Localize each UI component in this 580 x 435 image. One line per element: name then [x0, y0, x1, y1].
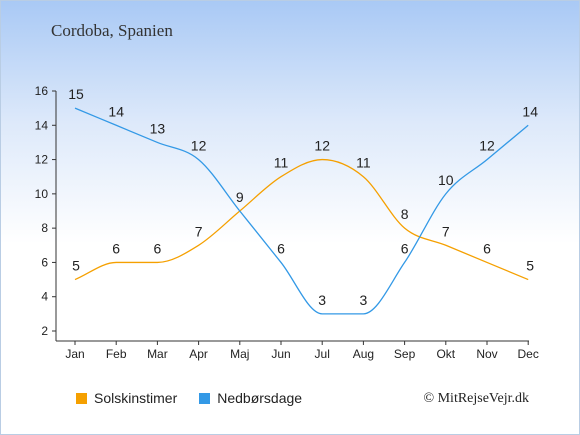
y-tick-label: 2 [41, 324, 48, 338]
data-label-sun: 8 [401, 206, 409, 222]
y-tick-label: 4 [41, 290, 48, 304]
x-tick-label: Nov [476, 347, 497, 361]
data-label-rain: 15 [68, 86, 84, 102]
data-label-sun: 6 [483, 240, 491, 256]
x-tick-label: Dec [518, 347, 539, 361]
legend: Solskinstimer Nedbørsdage [76, 390, 302, 406]
x-tick-label: Feb [106, 347, 127, 361]
y-tick-label: 16 [35, 84, 49, 98]
legend-swatch-rain [199, 392, 211, 404]
data-label-rain: 13 [150, 120, 166, 136]
axes: 2 4 6 8 10 12 14 16 Jan Feb Mar Apr Maj Jun Jul Aug Sep O… [35, 84, 539, 361]
y-tick-label: 10 [35, 187, 49, 201]
x-tick-label: Jul [315, 347, 330, 361]
data-label-rain: 10 [438, 172, 454, 188]
legend-item-rain: Nedbørsdage [199, 390, 302, 406]
x-tick-label: Okt [436, 347, 455, 361]
data-label-sun: 9 [236, 189, 244, 205]
x-tick-label: Jun [271, 347, 290, 361]
y-tick-label: 8 [41, 221, 48, 235]
legend-label-rain: Nedbørsdage [217, 390, 303, 406]
legend-swatch-sun [76, 392, 87, 404]
data-label-rain: 12 [479, 138, 495, 154]
y-tick-label: 6 [41, 255, 48, 269]
x-tick-label: Mar [147, 347, 168, 361]
data-label-rain: 12 [191, 138, 207, 154]
data-label-sun: 5 [526, 258, 534, 274]
y-tick-label: 12 [35, 153, 49, 167]
data-label-sun: 5 [72, 258, 80, 274]
data-label-rain: 14 [522, 103, 538, 119]
legend-label-sun: Solskinstimer [94, 390, 178, 406]
data-labels: 5 6 6 7 9 11 12 11 8 7 6 5 15 14 13 12 6 3 3 6 10 12 14 [68, 86, 538, 308]
x-tick-label: Apr [189, 347, 208, 361]
x-tick-label: Jan [65, 347, 84, 361]
data-label-sun: 6 [154, 240, 162, 256]
data-label-sun: 7 [442, 223, 450, 239]
data-label-rain: 3 [360, 292, 368, 308]
data-label-rain: 6 [401, 240, 409, 256]
data-label-rain: 14 [108, 103, 124, 119]
data-label-rain: 3 [318, 292, 326, 308]
series-line-rain [74, 107, 529, 315]
credit-text: © MitRejseVejr.dk [423, 391, 529, 406]
y-tick-label: 14 [35, 118, 49, 132]
data-label-sun: 11 [356, 155, 371, 171]
data-label-sun: 12 [314, 138, 330, 154]
chart-title: Cordoba, Spanien [51, 21, 173, 40]
data-label-rain: 6 [277, 240, 285, 256]
legend-item-sun: Solskinstimer [76, 390, 177, 406]
series-lines [74, 107, 529, 315]
x-tick-label: Aug [353, 347, 374, 361]
x-tick-label: Maj [230, 347, 249, 361]
data-label-sun: 6 [112, 240, 120, 256]
data-label-sun: 11 [274, 155, 289, 171]
x-tick-label: Sep [394, 347, 416, 361]
series-line-sun [74, 158, 529, 281]
data-label-sun: 7 [195, 223, 203, 239]
